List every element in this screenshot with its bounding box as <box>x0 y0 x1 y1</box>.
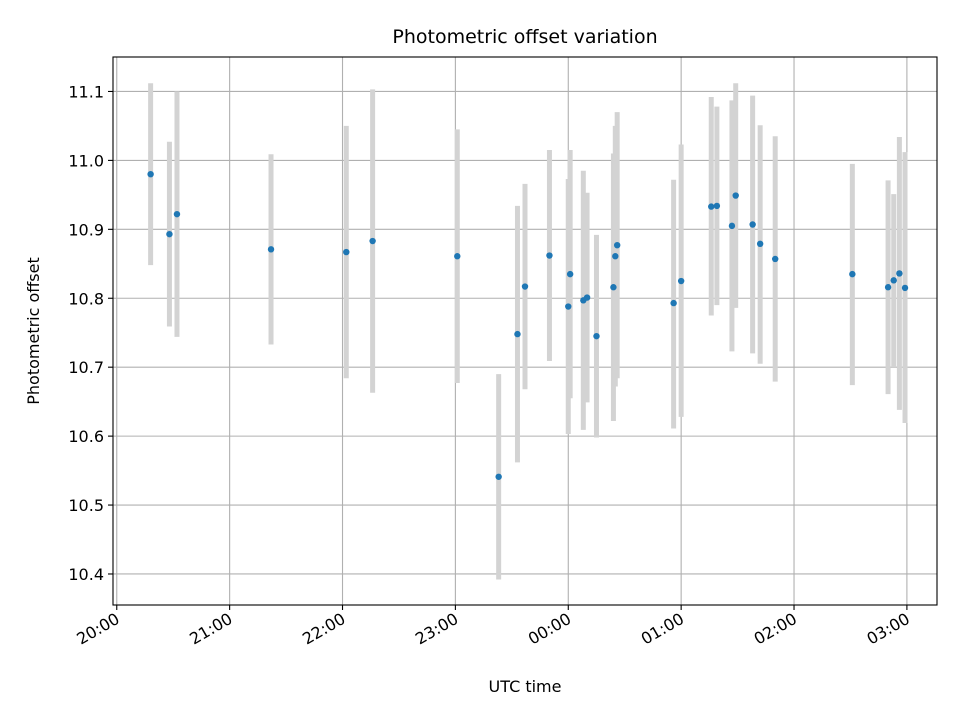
data-point <box>670 299 677 307</box>
data-point <box>713 202 721 210</box>
data-point <box>521 283 529 290</box>
data-point <box>732 192 739 199</box>
data-point <box>612 253 619 260</box>
data-point <box>749 221 756 228</box>
data-point <box>613 241 621 249</box>
data-point <box>173 210 181 218</box>
data-point <box>708 203 715 210</box>
data-point <box>369 237 376 245</box>
data-point <box>756 240 764 248</box>
plot-frame <box>112 56 938 606</box>
data-point <box>901 284 909 292</box>
chart-title: Photometric offset variation <box>392 26 657 48</box>
data-point <box>454 253 461 260</box>
data-point <box>849 270 856 278</box>
data-point <box>514 330 521 338</box>
data-point <box>728 222 736 230</box>
data-points <box>147 170 909 480</box>
y-axis-label: Photometric offset <box>24 257 43 405</box>
y-tick-label: 10.6 <box>68 427 104 446</box>
data-point <box>677 277 685 285</box>
data-point <box>343 248 350 256</box>
y-tick-label: 10.4 <box>68 565 104 584</box>
data-point <box>546 252 553 259</box>
data-point <box>566 270 574 278</box>
data-point <box>565 303 572 310</box>
data-point <box>147 170 154 178</box>
data-point <box>772 255 779 263</box>
data-point <box>610 284 617 291</box>
y-tick-label: 11.0 <box>68 151 104 170</box>
y-tick-label: 10.5 <box>68 496 104 515</box>
data-point <box>593 332 600 340</box>
data-point <box>495 473 502 480</box>
x-axis-label: UTC time <box>489 677 562 696</box>
y-tick-label: 10.9 <box>68 220 104 239</box>
y-axis: 10.4 10.5 10.6 10.7 10.8 10.9 11.0 11.1 <box>68 82 113 584</box>
y-tick-label: 10.7 <box>68 358 104 377</box>
data-point <box>267 246 275 253</box>
data-point <box>166 230 173 238</box>
data-point <box>583 294 591 301</box>
y-tick-label: 11.1 <box>68 82 104 101</box>
data-point <box>890 277 897 284</box>
y-tick-label: 10.8 <box>68 289 104 308</box>
data-point <box>896 270 903 277</box>
data-point <box>884 284 892 291</box>
